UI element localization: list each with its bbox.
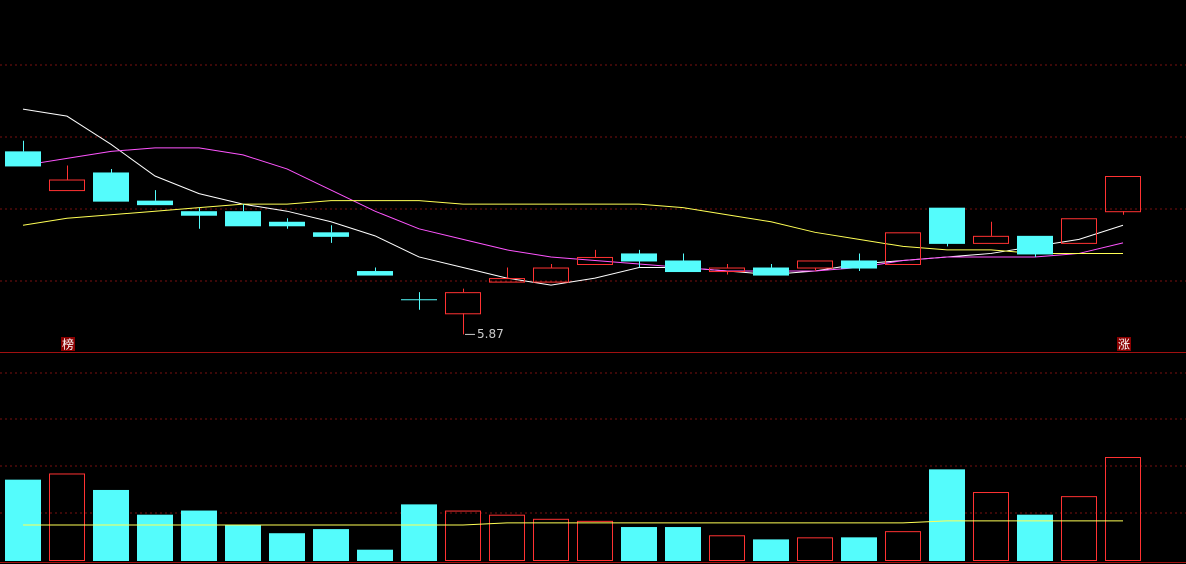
marker: 榜 — [62, 337, 74, 352]
grid — [0, 64, 1186, 563]
body — [225, 211, 261, 227]
volume-bar — [665, 527, 701, 561]
body — [269, 221, 305, 227]
volume-bar — [929, 469, 965, 561]
volume-average — [23, 520, 1123, 526]
volume-bar — [225, 524, 261, 561]
volume-bar — [973, 492, 1009, 561]
low-label: 5.87 — [477, 327, 504, 341]
moving-average — [22, 147, 1124, 272]
marker: 涨 — [1118, 337, 1130, 352]
volume-bar — [49, 473, 85, 562]
body — [313, 232, 349, 237]
body — [797, 260, 833, 269]
volume-bar — [621, 527, 657, 561]
body — [1061, 218, 1097, 244]
body — [533, 267, 569, 283]
volume-bar — [577, 520, 613, 561]
body — [841, 260, 877, 269]
body — [621, 253, 657, 262]
volume-bar — [797, 537, 833, 562]
body — [1105, 176, 1141, 213]
volume-bar — [357, 549, 393, 562]
volume-bar — [181, 510, 217, 561]
volume-bar — [401, 504, 437, 562]
volume-bar — [313, 529, 349, 561]
body — [753, 267, 789, 276]
volume-bar — [709, 535, 745, 562]
body — [1017, 235, 1053, 255]
body — [445, 292, 481, 315]
marker-box — [61, 337, 75, 351]
body — [93, 172, 129, 202]
body — [181, 211, 217, 216]
body — [49, 179, 85, 192]
body — [665, 260, 701, 273]
body — [5, 151, 41, 167]
volume-bar — [1105, 457, 1141, 561]
volume-bar — [5, 479, 41, 561]
body — [885, 232, 921, 266]
volume-bar — [1061, 496, 1097, 562]
body — [929, 207, 965, 244]
marker-box — [1117, 337, 1131, 351]
body — [577, 256, 613, 265]
body — [709, 267, 745, 273]
body — [137, 200, 173, 206]
body — [357, 271, 393, 276]
volume-bar — [269, 533, 305, 561]
volume-bar — [533, 518, 569, 561]
moving-average — [22, 200, 1123, 254]
body — [489, 278, 525, 283]
volume-bar — [885, 531, 921, 561]
volume-bar — [445, 510, 481, 561]
volume-bar — [489, 514, 525, 561]
volume-bar — [753, 539, 789, 562]
volume-bar — [1017, 514, 1053, 561]
volume-bar — [841, 537, 877, 562]
volume-bar — [137, 514, 173, 561]
body — [973, 235, 1009, 244]
